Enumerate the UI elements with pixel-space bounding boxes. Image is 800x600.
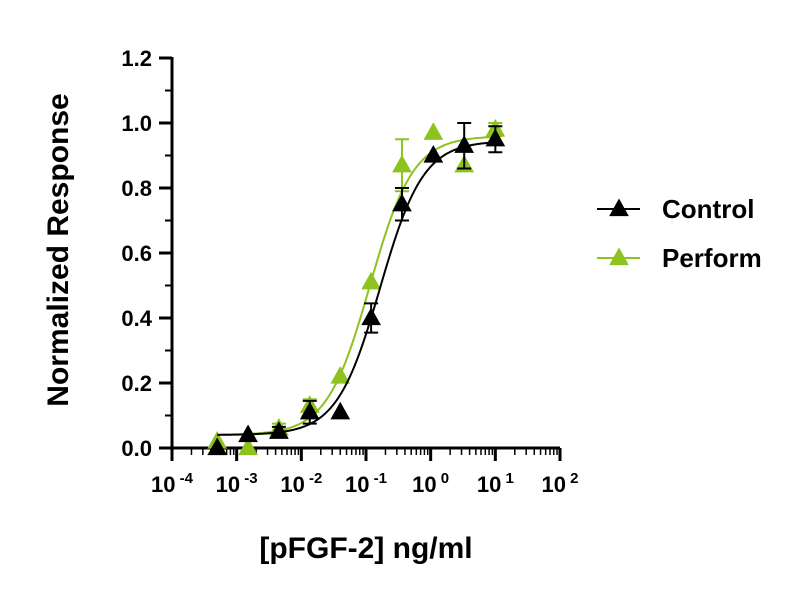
fit-curve-control — [217, 141, 496, 436]
data-point-control — [392, 193, 412, 212]
y-axis: 0.0 0.2 0.4 0.6 0.8 1.0 1.2 — [121, 46, 174, 461]
y-tick-label: 0.6 — [121, 241, 152, 266]
legend-label-perform: Perform — [662, 243, 762, 273]
legend-label-control: Control — [662, 194, 754, 224]
fit-curve-perform — [217, 135, 496, 436]
data-point-perform — [361, 271, 381, 290]
data-point-perform — [238, 437, 258, 456]
x-tick-label: 10 -2 — [280, 470, 322, 497]
legend-item-control: Control — [597, 194, 754, 224]
legend-item-perform: Perform — [597, 243, 762, 273]
data-point-perform — [330, 365, 351, 384]
legend-marker — [609, 198, 629, 217]
y-axis-title: Normalized Response — [42, 93, 75, 406]
x-tick-label: 10 -1 — [345, 470, 387, 497]
x-tick-label: 10 -4 — [151, 470, 194, 497]
y-tick-label: 0.0 — [121, 436, 152, 461]
plot-series — [207, 118, 506, 456]
data-point-perform — [392, 154, 412, 173]
y-tick-label: 0.4 — [121, 306, 152, 331]
data-point-perform — [423, 122, 444, 140]
y-tick-label: 1.2 — [121, 46, 152, 71]
x-tick-label: 10 1 — [477, 470, 514, 497]
y-tick-label: 0.8 — [121, 176, 152, 201]
x-axis: 10 -4 10 -3 10 -2 10 -1 10 0 10 1 10 2 — [151, 446, 579, 497]
data-point-control — [361, 307, 381, 326]
data-point-control — [454, 135, 475, 153]
data-point-control — [330, 401, 351, 420]
legend: Control Perform — [597, 194, 762, 273]
series-control — [207, 122, 506, 456]
data-point-control — [299, 401, 320, 420]
data-point-control — [423, 144, 444, 163]
data-point-control — [207, 437, 228, 456]
y-tick-label: 0.2 — [121, 371, 152, 396]
data-point-control — [269, 421, 289, 439]
x-axis-title: [pFGF-2] ng/ml — [259, 532, 472, 565]
y-tick-label: 1.0 — [121, 111, 152, 136]
data-point-control — [485, 128, 506, 147]
data-point-control — [238, 424, 258, 443]
x-tick-label: 10 2 — [542, 470, 579, 497]
x-tick-label: 10 -3 — [216, 470, 258, 497]
x-tick-label: 10 0 — [412, 470, 449, 497]
legend-marker — [609, 247, 629, 266]
